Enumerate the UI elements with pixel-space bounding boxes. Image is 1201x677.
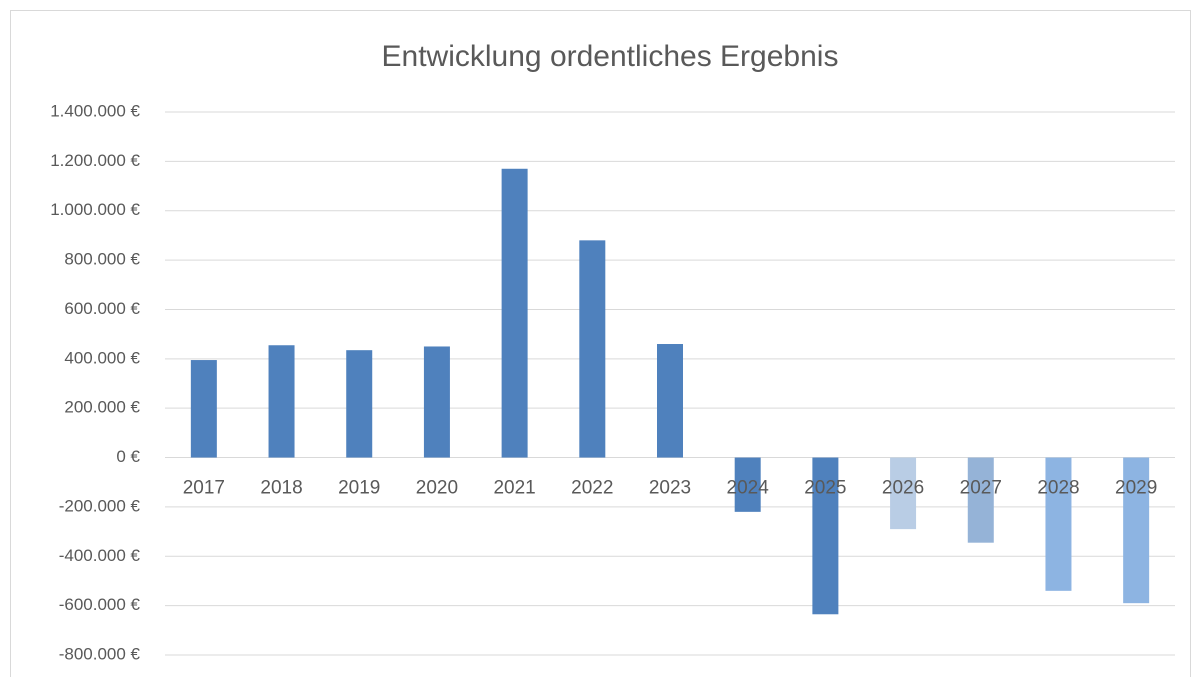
y-tick-label: 600.000 € — [64, 299, 140, 318]
bar — [1123, 457, 1150, 604]
chart-title: Entwicklung ordentliches Ergebnis — [382, 40, 839, 73]
bar — [268, 345, 295, 458]
x-tick-label: 2024 — [727, 478, 770, 499]
bar — [1045, 457, 1072, 591]
x-tick-label: 2027 — [960, 478, 1002, 499]
x-tick-label: 2017 — [183, 478, 225, 499]
bar — [423, 346, 450, 458]
y-tick-label: 400.000 € — [64, 348, 140, 367]
y-tick-label: 1.000.000 € — [50, 200, 140, 219]
x-tick-label: 2021 — [493, 478, 535, 499]
y-tick-label: 0 € — [116, 447, 140, 466]
y-tick-label: -200.000 € — [59, 496, 141, 515]
bar — [734, 457, 761, 512]
bar — [190, 360, 217, 458]
x-tick-label: 2029 — [1115, 478, 1157, 499]
x-tick-label: 2026 — [882, 478, 924, 499]
y-tick-label: -800.000 € — [59, 644, 141, 663]
x-tick-label: 2025 — [804, 478, 846, 499]
x-tick-label: 2023 — [649, 478, 691, 499]
x-tick-label: 2022 — [571, 478, 613, 499]
x-tick-label: 2019 — [338, 478, 380, 499]
bar — [501, 168, 528, 458]
bar — [346, 350, 373, 458]
bar — [967, 457, 994, 543]
bar — [657, 344, 683, 458]
bar — [812, 457, 839, 615]
y-tick-label: 200.000 € — [64, 398, 140, 417]
x-tick-label: 2028 — [1037, 478, 1079, 499]
y-tick-label: -400.000 € — [59, 546, 141, 565]
bar — [890, 457, 917, 530]
y-tick-label: 1.200.000 € — [50, 151, 140, 170]
y-tick-label: 1.400.000 € — [50, 101, 140, 120]
x-tick-label: 2018 — [260, 478, 302, 499]
x-tick-label: 2020 — [416, 478, 458, 499]
y-tick-label: -600.000 € — [59, 595, 141, 614]
bar — [579, 240, 606, 458]
y-tick-label: 800.000 € — [64, 250, 140, 269]
